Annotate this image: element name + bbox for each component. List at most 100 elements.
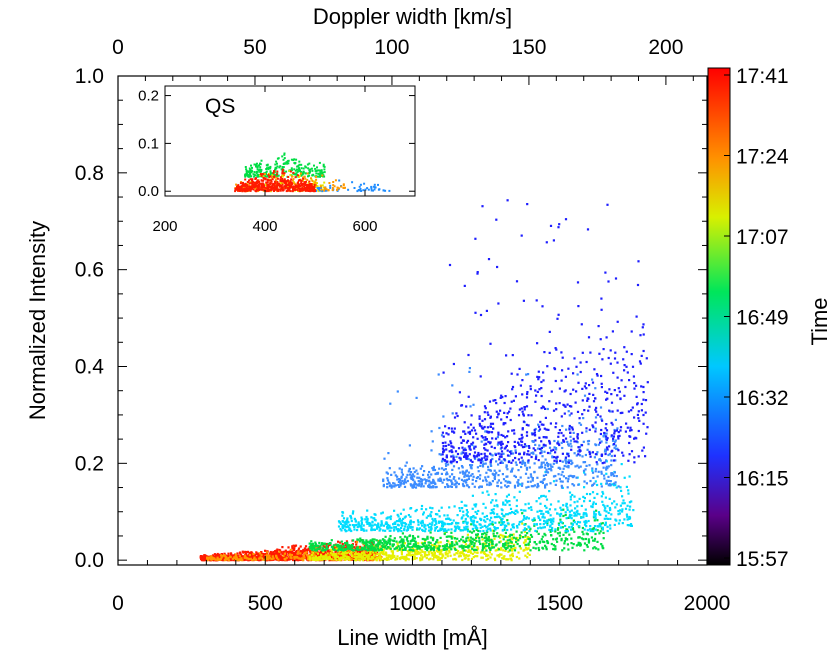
data-point [581,387,584,390]
data-point [464,448,467,452]
data-point [449,440,452,443]
data-point [500,443,503,447]
data-point [575,440,578,443]
data-point [453,537,456,540]
data-point [498,555,501,558]
data-point [400,522,403,525]
data-point [442,371,445,374]
data-point [261,558,264,561]
data-point [575,544,578,547]
data-point [412,543,415,546]
data-point [480,425,483,428]
data-point [234,558,237,561]
data-point [517,551,520,554]
data-point [527,517,530,520]
data-point [555,457,558,460]
data-point [421,524,424,527]
data-point [507,542,510,545]
data-point [363,555,366,558]
data-point [463,479,466,482]
data-point [596,540,599,543]
data-point [467,426,470,429]
data-point [357,557,360,560]
data-point [391,553,394,556]
data-point [455,461,458,464]
data-point [376,549,379,552]
data-point [566,486,569,489]
data-point [394,521,397,524]
data-point [591,483,594,486]
data-point [585,525,588,528]
data-point [370,543,373,546]
data-point [491,520,494,523]
data-point [570,509,573,512]
data-point [390,526,393,529]
data-point [445,535,448,538]
data-point [527,476,530,479]
data-point [459,551,462,554]
data-point [483,550,486,553]
data-point [489,463,492,466]
data-point [447,535,450,538]
data-point [297,558,300,561]
data-point [502,543,505,546]
data-point [429,515,432,518]
data-point [420,545,423,548]
data-point [428,526,431,529]
data-point [504,484,507,487]
data-point [411,478,414,481]
data-point [645,357,648,360]
data-point [503,401,506,405]
data-point [400,553,403,556]
data-point [255,551,258,554]
data-point [545,241,548,244]
data-point [556,442,559,445]
data-point [316,559,319,562]
data-point [610,401,614,404]
data-point [295,550,299,553]
data-point [339,522,343,525]
data-point [515,530,518,533]
data-point [512,511,515,514]
data-point [290,554,293,557]
data-point [611,330,614,333]
data-point [541,481,544,485]
data-point [291,550,294,553]
data-point [484,407,487,410]
data-point [502,556,505,559]
data-point [516,373,519,376]
data-point [468,367,471,370]
data-point [483,438,486,442]
data-point [242,551,245,554]
data-point [593,456,596,459]
data-point [542,474,545,477]
data-point [485,438,488,441]
data-point [428,470,431,474]
data-point [411,547,414,550]
data-point [421,558,424,561]
data-point [614,439,617,442]
data-point [499,540,502,543]
data-point [538,497,541,500]
data-point [541,546,544,549]
data-point [592,515,596,518]
data-point [527,459,530,462]
data-point [312,558,315,561]
data-point [387,539,390,542]
data-point [614,518,617,521]
data-point [311,542,314,545]
data-point [359,537,362,540]
data-point [473,538,476,541]
data-point [469,536,472,539]
data-point [617,510,620,513]
data-point [422,473,425,476]
data-point [516,526,519,529]
data-point [292,544,295,547]
data-point [339,553,342,556]
data-point [421,550,424,553]
data-point [610,454,613,458]
data-point [577,453,580,456]
data-point [511,459,515,462]
data-point [370,548,373,552]
data-point [552,547,555,551]
